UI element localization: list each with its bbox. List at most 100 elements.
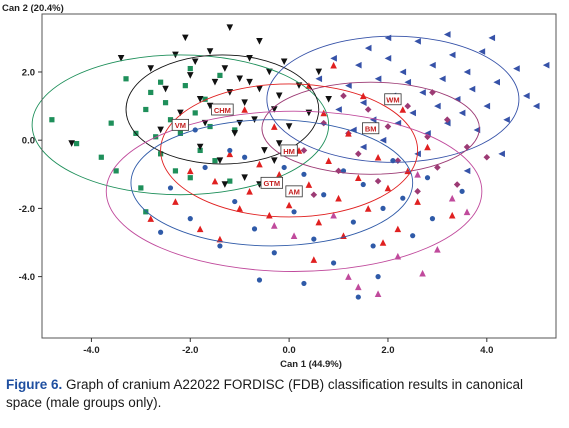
point-gtm-32 — [355, 294, 361, 300]
point-chm-21 — [261, 147, 268, 154]
point-wm-2 — [335, 106, 342, 113]
point-hm-19 — [374, 153, 382, 161]
point-vm-12 — [172, 168, 179, 174]
point-bm-9 — [404, 102, 412, 110]
point-hm-17 — [355, 174, 362, 182]
point-chm-6 — [186, 72, 194, 79]
point-gtm-21 — [400, 195, 406, 201]
point-chm-29 — [315, 68, 323, 76]
point-hm-6 — [246, 188, 253, 195]
point-chm-41 — [246, 78, 253, 86]
centroid-box-vm — [171, 118, 189, 131]
point-vm-15 — [187, 175, 193, 181]
point-chm-17 — [241, 99, 248, 106]
point-bm-1 — [320, 119, 328, 127]
point-wm-30 — [478, 48, 486, 55]
point-bm-0 — [300, 147, 308, 154]
point-hm-8 — [266, 211, 273, 219]
point-chm-3 — [162, 85, 169, 93]
point-wm-44 — [463, 167, 471, 175]
point-am-0 — [290, 232, 298, 239]
point-am-6 — [270, 222, 278, 229]
point-hm-12 — [305, 181, 313, 188]
y-tick-label-0: 2.0 — [22, 67, 35, 78]
point-wm-22 — [439, 75, 446, 83]
point-bm-13 — [443, 116, 451, 124]
point-wm-6 — [359, 99, 367, 106]
point-wm-41 — [498, 150, 505, 158]
point-vm-10 — [162, 100, 169, 106]
point-bm-19 — [310, 191, 318, 199]
centroid-label-gtm: GTM — [263, 179, 280, 188]
point-hm-3 — [211, 177, 219, 185]
point-wm-3 — [345, 82, 352, 89]
point-vm-21 — [217, 72, 223, 78]
point-gtm-2 — [202, 164, 208, 171]
point-vm-3 — [113, 168, 119, 174]
point-wm-43 — [359, 143, 367, 151]
point-hm-15 — [335, 194, 342, 202]
point-gtm-17 — [360, 181, 366, 188]
point-vm-17 — [197, 147, 203, 154]
point-bm-4 — [355, 150, 362, 158]
point-hm-14 — [325, 157, 332, 164]
point-chm-16 — [236, 75, 243, 83]
point-bm-7 — [384, 123, 392, 130]
y-axis-label: Can 2 (20.4%) — [2, 3, 64, 14]
point-wm-19 — [424, 130, 431, 137]
point-wm-26 — [458, 109, 466, 117]
point-vm-23 — [227, 178, 233, 184]
point-chm-42 — [275, 140, 283, 147]
point-hm-20 — [384, 184, 392, 192]
point-hm-34 — [448, 211, 456, 219]
ellipse-layer — [31, 35, 520, 272]
point-chm-35 — [157, 126, 164, 134]
point-chm-0 — [68, 140, 75, 147]
point-hm-1 — [186, 167, 194, 175]
point-hm-33 — [241, 106, 248, 113]
point-gtm-15 — [340, 168, 347, 174]
point-vm-20 — [212, 158, 218, 164]
point-hm-24 — [330, 61, 337, 69]
point-wm-1 — [330, 55, 337, 62]
point-vm-29 — [232, 127, 238, 133]
point-am-2 — [355, 283, 362, 291]
point-hm-32 — [379, 239, 387, 246]
point-wm-36 — [542, 61, 550, 69]
x-tick-label-2: 0.0 — [283, 345, 296, 356]
point-am-5 — [463, 208, 471, 216]
point-hm-7 — [256, 160, 263, 168]
centroid-label-am: AM — [288, 188, 300, 197]
point-chm-26 — [285, 123, 293, 130]
point-vm-28 — [187, 65, 193, 72]
point-wm-11 — [384, 55, 392, 62]
point-hm-4 — [226, 150, 234, 158]
plot-frame — [41, 13, 557, 339]
point-gtm-12 — [311, 236, 317, 242]
point-wm-21 — [434, 102, 441, 110]
point-wm-23 — [443, 119, 451, 127]
point-chm-36 — [226, 24, 234, 31]
point-hm-22 — [404, 167, 412, 175]
point-gtm-1 — [187, 216, 193, 222]
point-chm-43 — [221, 181, 229, 188]
points-layer — [49, 24, 550, 300]
point-bm-17 — [340, 92, 347, 100]
point-wm-16 — [409, 109, 416, 117]
y-tick-label-2: -2.0 — [19, 204, 35, 215]
point-vm-0 — [49, 117, 55, 123]
point-gtm-27 — [375, 274, 381, 280]
y-tick-label-1: 0.0 — [22, 136, 35, 147]
point-wm-5 — [355, 61, 362, 69]
centroid-label-wm: WM — [386, 96, 399, 105]
point-wm-39 — [443, 31, 451, 38]
point-gtm-18 — [370, 243, 376, 249]
scatter-chart: VM CHM WM BM HM GTM AM -4.0 -2.0 0.0 2.0 4.0 2.0 0.0… — [2, 3, 557, 370]
point-chm-24 — [275, 92, 283, 100]
point-wm-37 — [532, 102, 540, 110]
x-axis-label: Can 1 (44.9%) — [280, 359, 342, 370]
caption-label: Figure 6. — [6, 377, 63, 392]
figure-caption: Figure 6. Graph of cranium A22022 FORDIS… — [6, 376, 562, 412]
point-chm-22 — [266, 68, 273, 76]
point-hm-31 — [310, 256, 318, 263]
